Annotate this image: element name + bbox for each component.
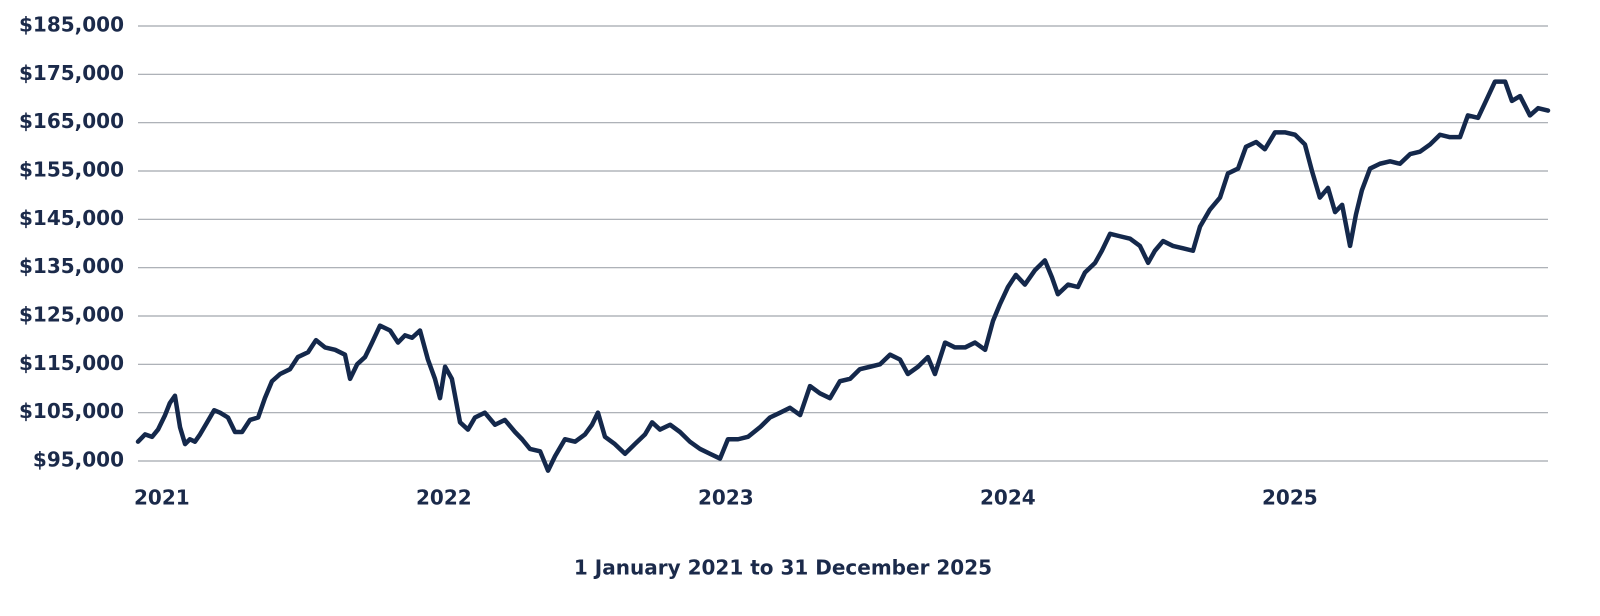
x-tick-label: 2022 <box>416 486 472 510</box>
x-tick-label: 2024 <box>980 486 1036 510</box>
y-tick-label: $175,000 <box>19 61 124 85</box>
price-line <box>135 79 1551 473</box>
y-tick-label: $125,000 <box>19 303 124 327</box>
y-tick-label: $135,000 <box>19 254 124 278</box>
y-tick-label: $105,000 <box>19 399 124 423</box>
x-tick-label: 2021 <box>134 486 190 510</box>
x-axis-label: 1 January 2021 to 31 December 2025 <box>574 556 992 580</box>
y-tick-label: $185,000 <box>19 13 124 37</box>
x-tick-label: 2025 <box>1262 486 1318 510</box>
y-tick-label: $115,000 <box>19 351 124 375</box>
y-tick-label: $145,000 <box>19 206 124 230</box>
y-tick-label: $95,000 <box>33 448 124 472</box>
y-tick-label: $155,000 <box>19 158 124 182</box>
y-tick-label: $165,000 <box>19 109 124 133</box>
x-tick-label: 2023 <box>698 486 754 510</box>
